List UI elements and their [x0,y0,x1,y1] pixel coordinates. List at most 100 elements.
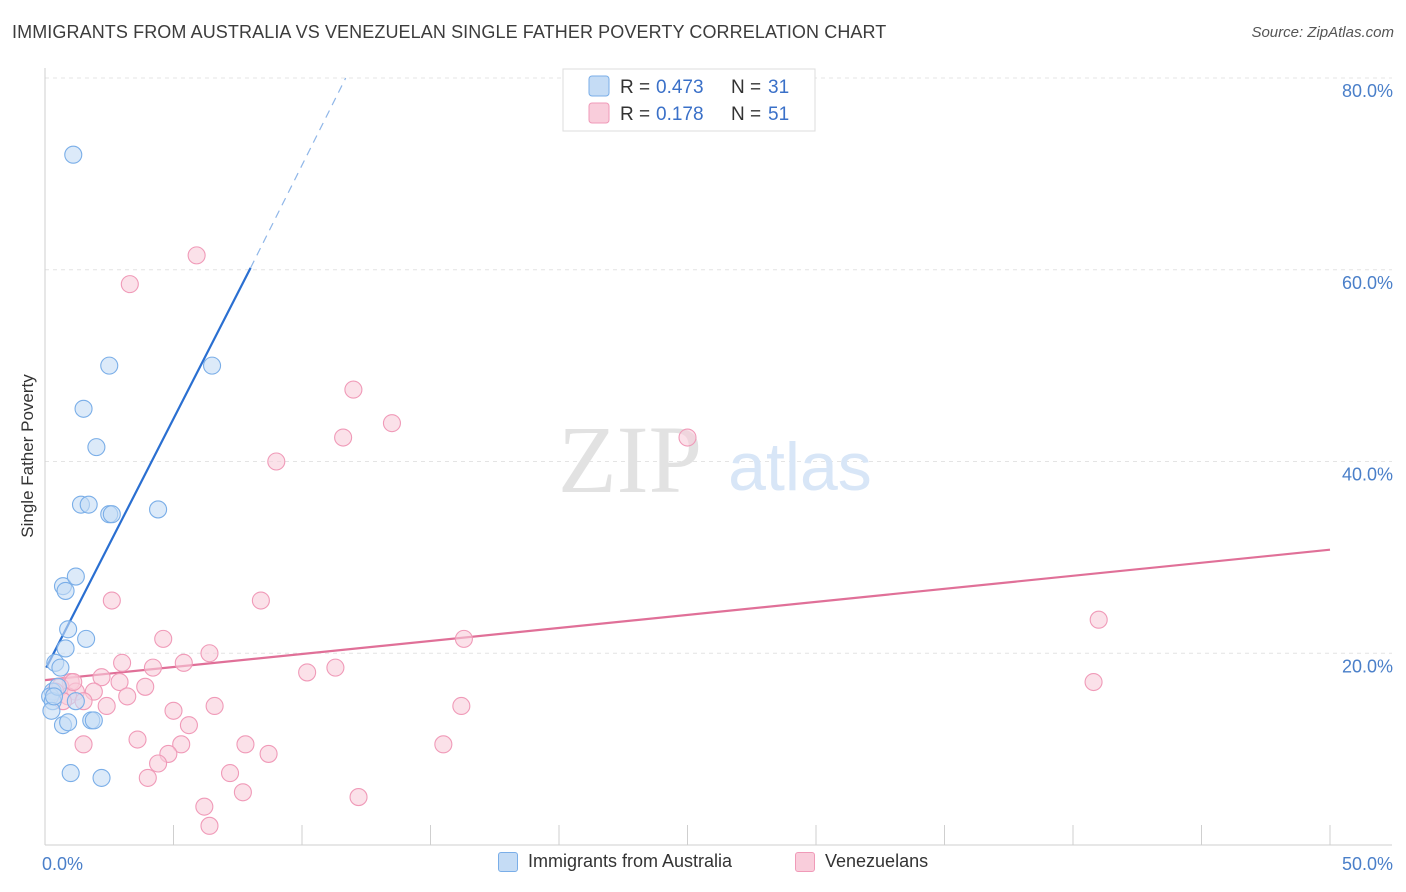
x-tick-labels: 0.0% 50.0% [42,854,1393,874]
point-venezuelans [128,730,147,749]
point-venezuelans [143,658,162,677]
y-tick-label: 20.0% [1342,656,1393,676]
point-venezuelans [97,696,116,716]
stats-legend-n-label: N = [731,77,761,98]
point-venezuelans [164,701,183,720]
y-tick-labels: 20.0% 40.0% 60.0% 80.0% [1342,81,1393,676]
y-tick-label: 60.0% [1342,273,1393,293]
point-venezuelans [195,797,214,816]
point-venezuelans [64,672,83,692]
point-venezuelans [1089,610,1108,629]
point-venezuelans [179,716,198,735]
point-australia [74,399,93,418]
point-venezuelans [344,380,363,399]
point-venezuelans [136,677,155,696]
point-venezuelans [334,428,353,447]
point-australia [59,620,78,639]
stats-legend-r-label: R = [620,77,650,98]
point-venezuelans [174,653,193,672]
legend-item-australia[interactable]: Immigrants from Australia [498,851,732,872]
point-australia [92,768,111,787]
series-legend: Immigrants from Australia Venezuelans [0,851,1406,879]
x-tick-label: 50.0% [1342,854,1393,874]
point-venezuelans [454,629,473,648]
chart-title: IMMIGRANTS FROM AUSTRALIA VS VENEZUELAN … [12,22,887,42]
trend-line-venezuelans [44,548,1331,682]
point-venezuelans [259,744,278,763]
point-venezuelans [678,428,697,447]
point-australia [77,629,96,648]
point-venezuelans [154,629,173,648]
stats-legend-swatch [588,75,610,97]
stats-legend-n-label: N = [731,104,761,125]
point-australia [56,639,75,658]
stats-legend-r-label: R = [620,104,650,125]
source-label: Source: ZipAtlas.com [1251,24,1394,41]
point-venezuelans [298,663,317,682]
point-australia [102,505,121,524]
legend-swatch-australia [498,851,518,872]
point-venezuelans [187,246,206,265]
legend-label-australia: Immigrants from Australia [528,851,733,871]
point-australia [203,356,222,375]
point-australia [79,495,98,514]
point-venezuelans [1084,672,1103,692]
stats-legend-r-value: 0.178 [656,104,704,125]
data-points [41,145,1108,835]
legend-swatch-venezuelans [795,851,815,872]
point-australia [87,438,106,457]
point-venezuelans [326,658,345,677]
x-tick-label: 0.0% [42,854,83,874]
point-venezuelans [236,735,255,754]
trend-lines [44,77,1331,682]
point-venezuelans [267,452,286,471]
point-venezuelans [349,788,368,807]
point-venezuelans [200,644,219,663]
point-venezuelans [118,687,137,706]
point-venezuelans [200,816,219,835]
watermark: ZIP atlas [558,406,872,513]
axes [44,68,1392,846]
point-australia [66,692,85,711]
point-venezuelans [102,591,121,610]
stats-legend-r-value: 0.473 [656,77,704,98]
point-venezuelans [113,653,132,672]
point-venezuelans [233,783,252,802]
y-tick-label: 80.0% [1342,81,1393,101]
point-australia [84,711,103,730]
point-venezuelans [110,672,129,692]
point-australia [149,500,168,519]
trend-line-australia [45,267,252,669]
point-venezuelans [138,768,157,787]
stats-legend-n-value: 31 [768,77,789,98]
legend-label-venezuelans: Venezuelans [825,851,929,871]
point-venezuelans [172,735,191,754]
watermark-atlas: atlas [728,429,872,505]
point-australia [64,145,83,164]
point-australia [66,567,85,586]
stats-legend: R = 0.473 N = 31 R = 0.178 N = 51 [562,68,816,132]
legend-item-venezuelans[interactable]: Venezuelans [795,851,928,872]
point-australia [100,356,119,375]
stats-legend-swatch [588,102,610,124]
point-venezuelans [220,764,240,783]
point-venezuelans [452,696,471,716]
point-venezuelans [120,275,139,294]
point-venezuelans [149,754,168,773]
point-venezuelans [434,735,453,754]
y-tick-label: 40.0% [1342,465,1393,485]
stats-legend-n-value: 51 [768,104,789,125]
point-venezuelans [74,735,93,754]
point-australia [51,658,70,677]
point-australia [59,713,78,732]
point-australia [56,581,75,600]
point-venezuelans [382,414,402,433]
point-venezuelans [205,696,224,716]
point-australia [44,687,64,706]
point-venezuelans [251,591,270,610]
point-venezuelans [92,668,111,687]
trend-line-australia-extension [250,77,347,269]
point-australia [61,764,80,783]
gridlines [45,77,1392,654]
